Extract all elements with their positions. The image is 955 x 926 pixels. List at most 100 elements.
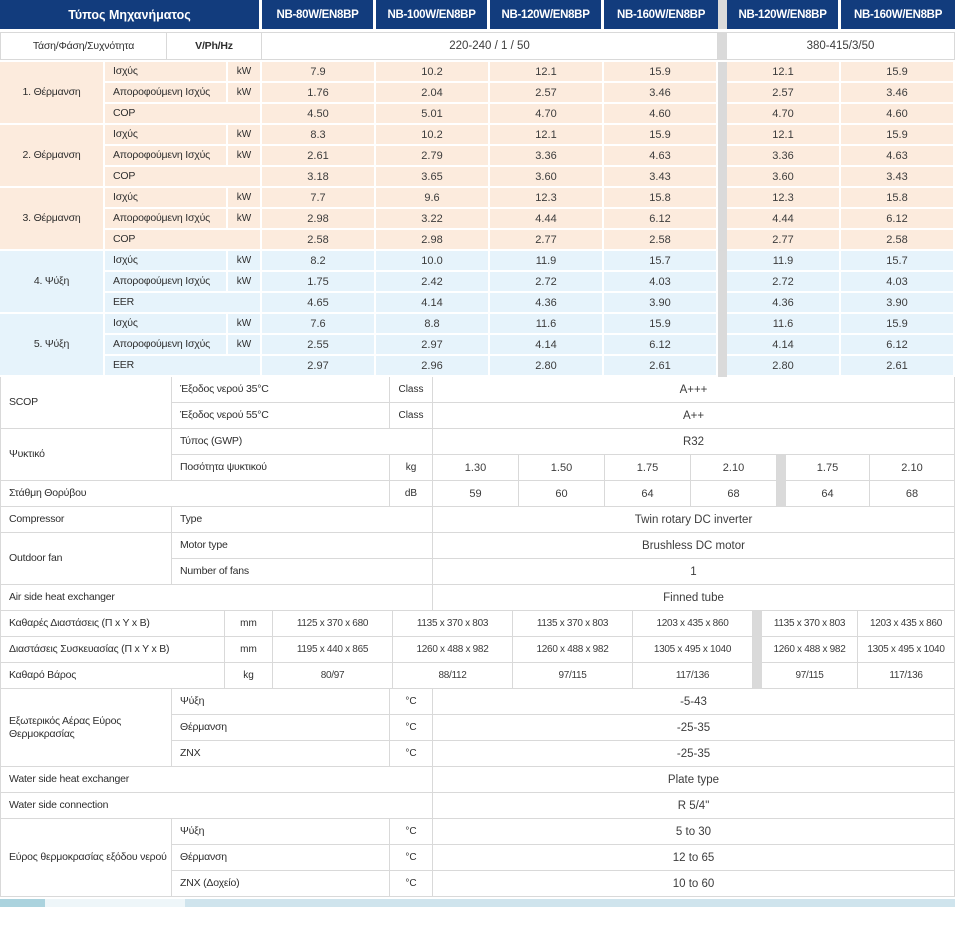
spec-name: EER: [105, 356, 262, 377]
value-cell: 15.9: [841, 125, 955, 146]
value-cell: 3.90: [604, 293, 718, 314]
value-cell: 3.65: [376, 167, 490, 188]
column-divider: [718, 104, 727, 125]
spec-name: Θέρμανση: [172, 715, 390, 741]
table-row: Number of fans 1: [172, 559, 955, 585]
table-row: Air side heat exchanger Finned tube: [0, 585, 955, 611]
column-divider: [718, 356, 727, 377]
value-cell: 1125 x 370 x 680: [273, 611, 393, 637]
value-cell: 1.30: [433, 455, 519, 481]
value-cell: 4.14: [490, 335, 604, 356]
value-cell: 117/136: [633, 663, 753, 689]
spec-block: SCOP Έξοδος νερού 35°C Class A+++ Έξοδος νερ…: [0, 377, 955, 429]
table-row: Τάση/Φάση/Συχνότητα V/Ph/Hz 220-240 / 1 / …: [0, 32, 955, 60]
performance-section: 4. Ψύξη Ισχύς kW 8.2 10.0 11.9 15.7 11.9 15.7 Απο…: [0, 251, 955, 314]
section-label: 1. Θέρμανση: [0, 62, 105, 125]
value-cell: 4.44: [727, 209, 841, 230]
unit-label: mm: [225, 637, 273, 663]
spec-name: Θέρμανση: [172, 845, 390, 871]
value-cell: 10.2: [376, 62, 490, 83]
value-cell: 80/97: [273, 663, 393, 689]
value-cell: 2.97: [376, 335, 490, 356]
table-row: Διαστάσεις Συσκευασίας (Π x Y x B) mm 1195…: [0, 637, 955, 663]
unit-label: kW: [228, 251, 262, 272]
span-value: 1: [433, 559, 955, 585]
span-value: R 5/4": [433, 793, 955, 819]
column-divider: [753, 611, 762, 637]
unit-label: mm: [225, 611, 273, 637]
performance-section: 1. Θέρμανση Ισχύς kW 7.9 10.2 12.1 15.9 12.1 15.…: [0, 62, 955, 125]
value-cell: 1135 x 370 x 803: [513, 611, 633, 637]
value-cell: 1203 x 435 x 860: [858, 611, 955, 637]
spec-block: Στάθμη Θορύβου dB 59 60 64 68 64 68: [0, 481, 955, 507]
value-cell: 15.9: [604, 62, 718, 83]
value-cell: 97/115: [762, 663, 858, 689]
value-cell: 15.7: [604, 251, 718, 272]
spec-name: Αποροφούμενη Ισχύς: [105, 272, 228, 293]
span-value: -5-43: [433, 689, 955, 715]
value-cell: 4.14: [376, 293, 490, 314]
next-table-edge: [0, 899, 955, 907]
next-table-edge-right: [185, 899, 955, 907]
spec-name: Ποσότητα ψυκτικού: [172, 455, 390, 481]
spec-block: Air side heat exchanger Finned tube: [0, 585, 955, 611]
column-divider: [718, 62, 727, 83]
value-cell: 12.3: [490, 188, 604, 209]
unit-label: Class: [390, 403, 433, 429]
value-cell: 4.70: [727, 104, 841, 125]
model-header: NB-80W/EN8BP: [262, 0, 373, 29]
value-cell: 7.9: [262, 62, 376, 83]
spec-block: Water side connection R 5/4": [0, 793, 955, 819]
value-cell: 15.8: [841, 188, 955, 209]
value-cell: 2.61: [841, 356, 955, 377]
voltage-unit: V/Ph/Hz: [167, 32, 262, 60]
column-divider: [718, 188, 727, 209]
spec-block: Outdoor fan Motor type Brushless DC motor N…: [0, 533, 955, 585]
value-cell: 1260 x 488 x 982: [762, 637, 858, 663]
unit-label: kW: [228, 335, 262, 356]
span-value: A+++: [433, 377, 955, 403]
column-divider: [718, 335, 727, 356]
span-value: Finned tube: [433, 585, 955, 611]
table-row: Στάθμη Θορύβου dB 59 60 64 68 64 68: [0, 481, 955, 507]
value-cell: 2.77: [490, 230, 604, 251]
value-cell: 2.98: [376, 230, 490, 251]
spec-name: Αποροφούμενη Ισχύς: [105, 83, 228, 104]
table-row: COP 3.18 3.65 3.60 3.43 3.60 3.43: [105, 167, 955, 188]
unit-label: kg: [225, 663, 273, 689]
model-header: NB-160W/EN8BP: [841, 0, 955, 29]
value-cell: 64: [786, 481, 870, 507]
value-cell: 2.61: [262, 146, 376, 167]
spec-block: Εύρος θερμοκρασίας εξόδου νερού Ψύξη °C 5 t…: [0, 819, 955, 897]
voltage-value-three-phase: 380-415/3/50: [727, 32, 955, 60]
spec-table: Τύπος Μηχανήματος NB-80W/EN8BP NB-100W/EN8…: [0, 0, 955, 907]
value-cell: 2.57: [727, 83, 841, 104]
value-cell: 3.22: [376, 209, 490, 230]
value-cell: 2.97: [262, 356, 376, 377]
spec-group-label: Compressor: [0, 507, 172, 533]
table-row: Ψύξη °C -5-43: [172, 689, 955, 715]
voltage-value-single-phase: 220-240 / 1 / 50: [262, 32, 718, 60]
value-cell: 8.3: [262, 125, 376, 146]
value-cell: 2.96: [376, 356, 490, 377]
table-row: Έξοδος νερού 55°C Class A++: [172, 403, 955, 429]
spec-name: COP: [105, 167, 262, 188]
value-cell: 1203 x 435 x 860: [633, 611, 753, 637]
value-cell: 15.9: [841, 62, 955, 83]
span-value: R32: [433, 429, 955, 455]
unit-label: kg: [390, 455, 433, 481]
spec-name: Τύπος (GWP): [172, 429, 433, 455]
spec-name: Αποροφούμενη Ισχύς: [105, 209, 228, 230]
value-cell: 6.12: [604, 209, 718, 230]
unit-label: dB: [390, 481, 433, 507]
unit-label: kW: [228, 83, 262, 104]
value-cell: 11.9: [727, 251, 841, 272]
value-cell: 1.50: [519, 455, 605, 481]
span-value: 10 to 60: [433, 871, 955, 897]
spec-group-label: Ψυκτικό: [0, 429, 172, 481]
spec-block: Εξωτερικός Αέρας Εύρος Θερμοκρασίας Ψύξη °…: [0, 689, 955, 767]
spec-name: ZNX (Δοχείο): [172, 871, 390, 897]
value-cell: 15.9: [604, 125, 718, 146]
value-cell: 4.44: [490, 209, 604, 230]
next-table-edge-mid: [45, 899, 185, 907]
